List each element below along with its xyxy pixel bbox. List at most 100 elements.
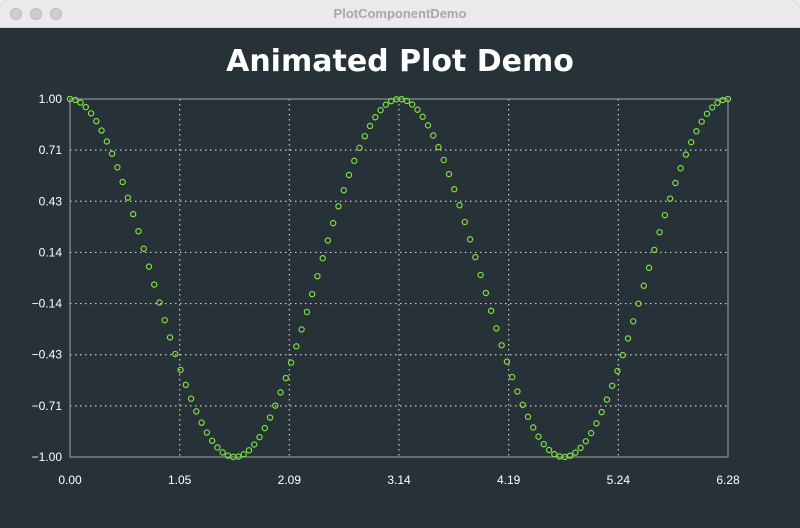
data-point xyxy=(240,451,247,458)
data-point xyxy=(608,382,616,389)
data-point xyxy=(582,438,590,445)
data-point xyxy=(703,110,711,117)
data-point xyxy=(98,127,105,134)
data-point xyxy=(256,433,263,441)
data-point xyxy=(361,132,368,140)
data-point xyxy=(472,253,479,261)
data-point xyxy=(524,413,532,421)
data-point xyxy=(572,449,579,456)
data-point xyxy=(556,453,563,460)
y-tick-label: −0.71 xyxy=(32,399,63,413)
data-point xyxy=(519,401,526,409)
data-point xyxy=(603,396,611,403)
data-point xyxy=(103,138,111,145)
x-tick-label: 5.24 xyxy=(607,473,631,487)
data-point xyxy=(661,211,669,219)
data-point xyxy=(377,106,384,114)
data-point xyxy=(266,414,274,421)
data-point xyxy=(287,359,295,366)
data-point xyxy=(166,334,174,341)
data-point xyxy=(87,110,95,117)
data-point xyxy=(324,237,332,244)
data-point xyxy=(677,165,684,172)
data-point xyxy=(430,132,437,139)
data-point xyxy=(714,99,721,107)
data-point xyxy=(356,144,363,152)
data-point xyxy=(156,299,163,306)
data-point xyxy=(493,325,500,332)
data-point xyxy=(540,440,547,448)
plot-title: Animated Plot Demo xyxy=(226,44,574,79)
y-tick-label: −0.43 xyxy=(32,348,63,362)
data-point xyxy=(340,187,347,194)
data-point xyxy=(335,203,342,210)
y-tick-label: −0.14 xyxy=(32,297,63,311)
data-point xyxy=(593,420,600,427)
data-point xyxy=(645,264,653,271)
minimize-window-button[interactable] xyxy=(30,8,42,20)
data-point xyxy=(624,335,632,342)
data-point xyxy=(498,342,505,349)
data-point xyxy=(419,113,426,120)
data-point xyxy=(672,179,679,187)
data-point xyxy=(330,219,337,227)
data-point xyxy=(635,300,642,307)
data-point xyxy=(598,408,605,416)
data-point xyxy=(630,318,637,325)
close-window-button[interactable] xyxy=(10,8,22,20)
data-point xyxy=(72,96,79,104)
data-point xyxy=(235,453,242,460)
data-point xyxy=(351,157,358,165)
data-point xyxy=(187,395,195,402)
data-point xyxy=(614,367,621,375)
y-tick-label: −1.00 xyxy=(32,450,63,464)
data-point xyxy=(656,229,663,236)
data-point xyxy=(93,117,100,125)
data-point xyxy=(161,316,168,324)
data-point xyxy=(298,326,305,333)
data-point xyxy=(277,389,284,396)
data-point xyxy=(456,202,463,209)
data-point xyxy=(461,218,468,226)
data-point xyxy=(135,227,142,235)
data-point xyxy=(77,99,84,106)
data-point xyxy=(282,374,290,382)
y-tick-label: 1.00 xyxy=(39,92,63,106)
data-point xyxy=(303,308,311,316)
data-point xyxy=(545,446,553,454)
data-point xyxy=(314,272,321,280)
zoom-window-button[interactable] xyxy=(50,8,62,20)
x-tick-label: 6.28 xyxy=(716,473,740,487)
x-tick-label: 1.05 xyxy=(168,473,192,487)
data-point xyxy=(129,210,137,218)
data-point xyxy=(530,424,537,431)
data-point xyxy=(172,350,179,358)
data-point xyxy=(403,97,411,105)
data-point xyxy=(482,289,490,297)
data-point xyxy=(514,388,521,395)
data-point xyxy=(382,101,390,108)
y-tick-label: 0.71 xyxy=(39,143,63,157)
data-point xyxy=(435,143,442,151)
data-point xyxy=(145,263,153,270)
data-point xyxy=(551,450,558,458)
data-point xyxy=(414,106,421,113)
data-point xyxy=(487,307,495,315)
data-point xyxy=(108,150,116,157)
data-point xyxy=(261,424,268,432)
data-point xyxy=(82,103,89,111)
x-tick-label: 4.19 xyxy=(497,473,521,487)
data-point xyxy=(587,429,595,437)
data-point xyxy=(319,255,326,262)
data-point xyxy=(114,164,121,171)
plot-frame xyxy=(69,98,729,458)
y-tick-label: 0.14 xyxy=(39,245,63,259)
data-point xyxy=(687,139,695,146)
data-point xyxy=(451,186,458,193)
data-point xyxy=(387,97,395,105)
data-point xyxy=(408,101,416,108)
data-point xyxy=(203,429,211,436)
data-point xyxy=(272,402,279,409)
